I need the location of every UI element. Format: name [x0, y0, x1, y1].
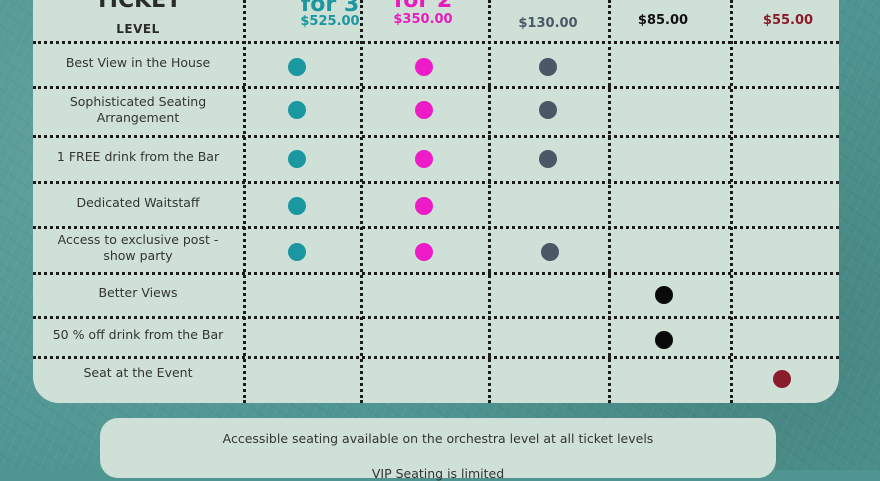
row-divider [33, 356, 839, 359]
feature-label: 50 % off drink from the Bar [52, 327, 224, 342]
included-dot-icon [655, 286, 673, 304]
column-divider [608, 0, 611, 403]
tier-5-price: $55.00 [762, 13, 814, 28]
included-dot-icon [415, 58, 433, 76]
feature-label: 1 FREE drink from the Bar [56, 149, 220, 164]
pricing-table: TICKET LEVEL for 3 $525.00 for 2 $350.00… [33, 0, 839, 403]
column-divider [488, 0, 491, 403]
tier-2-name: for 2 [393, 0, 453, 13]
included-dot-icon [288, 101, 306, 119]
included-dot-icon [655, 331, 673, 349]
row-divider [33, 226, 839, 229]
row-divider [33, 86, 839, 89]
included-dot-icon [539, 58, 557, 76]
tier-4-price: $85.00 [637, 13, 689, 28]
ticket-header: TICKET [94, 0, 182, 13]
column-divider [243, 0, 246, 403]
row-divider [33, 316, 839, 319]
included-dot-icon [539, 101, 557, 119]
tier-1-price: $525.00 [300, 14, 360, 29]
included-dot-icon [415, 101, 433, 119]
included-dot-icon [288, 197, 306, 215]
row-divider [33, 272, 839, 275]
included-dot-icon [773, 370, 791, 388]
feature-label: Dedicated Waitstaff [76, 194, 200, 210]
feature-label: Sophisticated Seating Arrangement [69, 93, 207, 125]
tier-2-price: $350.00 [393, 12, 453, 27]
included-dot-icon [415, 243, 433, 261]
note-accessible-seating: Accessible seating available on the orch… [222, 431, 654, 446]
included-dot-icon [415, 197, 433, 215]
included-dot-icon [541, 243, 559, 261]
column-divider [360, 0, 363, 403]
pricing-table-panel: TICKET LEVEL for 3 $525.00 for 2 $350.00… [33, 0, 839, 403]
level-header: LEVEL [116, 22, 160, 36]
included-dot-icon [288, 58, 306, 76]
feature-label: Access to exclusive post - show party [57, 232, 219, 263]
row-divider [33, 181, 839, 184]
included-dot-icon [288, 150, 306, 168]
notes-box: Accessible seating available on the orch… [100, 418, 776, 481]
feature-label: Seat at the Event [83, 365, 193, 380]
column-divider [730, 0, 733, 403]
included-dot-icon [288, 243, 306, 261]
feature-label: Best View in the House [65, 54, 211, 70]
included-dot-icon [415, 150, 433, 168]
row-divider [33, 41, 839, 44]
feature-label: Better Views [98, 285, 178, 300]
included-dot-icon [539, 150, 557, 168]
tier-1-name: for 3 [300, 0, 360, 17]
note-vip-limited: VIP Seating is limited [371, 466, 505, 481]
tier-3-price: $130.00 [518, 16, 578, 31]
row-divider [33, 135, 839, 138]
